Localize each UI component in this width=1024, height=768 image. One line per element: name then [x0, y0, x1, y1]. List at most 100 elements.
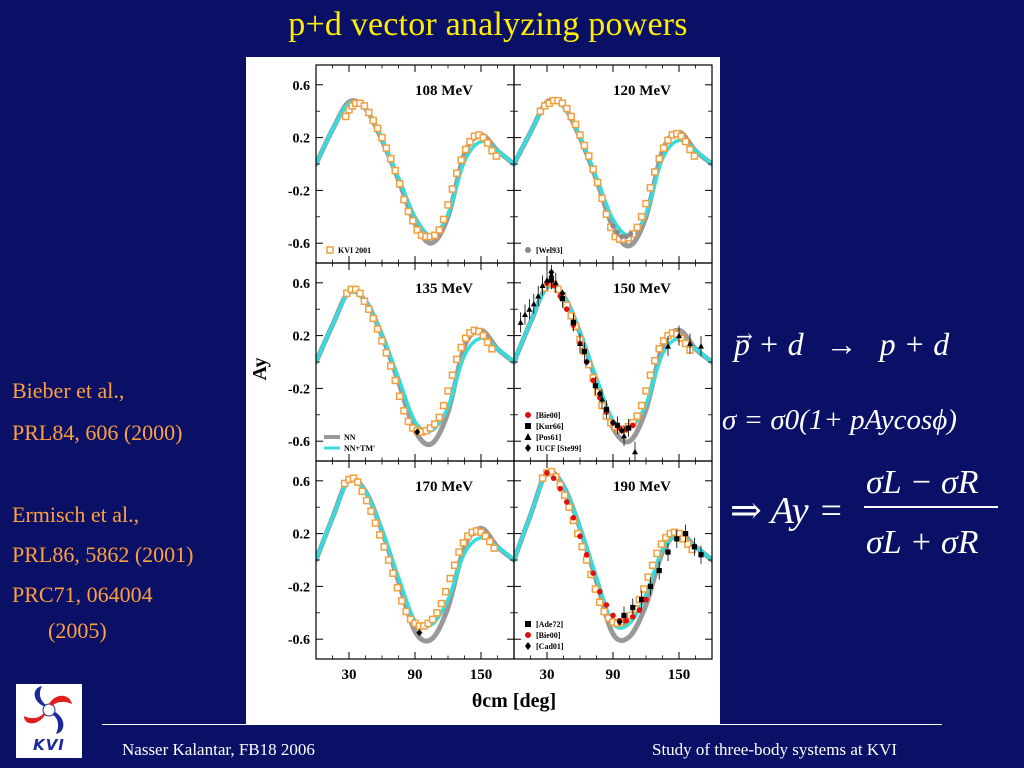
kvi-logo: KVI [16, 684, 82, 758]
kvi-data-point [477, 528, 485, 537]
pos61-data-point [517, 319, 524, 325]
analyzing-power-chart: 0.6 0.2 -0.2 -0.6 108 MeV KVI 2001 120 MeV [Wel… [249, 64, 713, 712]
diamond-data-point [570, 318, 577, 326]
kvi-data-point [461, 145, 470, 154]
y-tick-label: 0.6 [293, 79, 311, 94]
kvi-data-point [459, 539, 468, 547]
kvi-data-point [406, 615, 415, 624]
kvi-data-point [541, 284, 549, 292]
kvi-data-point [444, 387, 452, 395]
kvi-data-point [686, 145, 694, 154]
panel-energy-label: 150 MeV [613, 281, 671, 297]
x-tick-label: 150 [668, 667, 691, 683]
kvi-data-point [642, 199, 650, 208]
pos61-data-point [535, 293, 542, 299]
reaction-equation: p + d → p + d [734, 326, 949, 363]
kvi-data-point [404, 417, 413, 426]
kvi-data-point [431, 231, 439, 240]
kvi-data-point [455, 548, 463, 556]
kvi-data-point [391, 376, 399, 385]
x-tick-label: 90 [408, 667, 423, 683]
slide-title: p+d vector analyzing powers [288, 6, 688, 43]
kvi-data-point [578, 543, 586, 551]
bie00-data-point [597, 588, 603, 595]
pos61-data-point [530, 300, 537, 307]
legend-label: NN [344, 433, 356, 442]
bie00-data-point [544, 470, 550, 476]
kvi-data-point [600, 607, 608, 616]
kvi-data-point [633, 223, 641, 232]
square-data-point [603, 406, 609, 413]
square-data-point [625, 425, 631, 431]
kvi-data-point [677, 132, 685, 141]
kvi-data-point [483, 338, 492, 346]
pos61-data-point [526, 306, 533, 312]
kvi-data-point [567, 312, 575, 320]
panel-energy-label: 108 MeV [415, 83, 473, 99]
kvi-data-point [365, 305, 373, 313]
kvi-data-point [604, 614, 613, 622]
legend-marker [326, 246, 334, 254]
kvi-data-point [657, 540, 666, 548]
kvi-data-point [653, 549, 661, 558]
square-data-point [698, 552, 704, 558]
legend-label: NN+TM' [344, 444, 375, 453]
bie00-data-point [570, 514, 577, 521]
kvi-data-point [391, 166, 399, 175]
square-data-point [559, 296, 565, 302]
legend-marker [525, 632, 531, 638]
pos61-data-point [522, 311, 528, 317]
legend-label: [Cad01] [536, 642, 564, 651]
kvi-data-point [444, 201, 452, 209]
kvi-data-point [602, 210, 611, 218]
kvi-data-point [382, 349, 391, 357]
kvi-data-point [387, 362, 395, 370]
reference-bieber-journal: PRL84, 606 (2000) [12, 420, 183, 445]
y-tick-label: -0.6 [288, 633, 310, 648]
diamond-data-point [618, 427, 625, 435]
kvi-data-point [585, 152, 593, 160]
kvi-data-point [446, 574, 454, 583]
kvi-data-point [437, 599, 446, 608]
kvi-data-point [637, 213, 646, 221]
kvi-data-point [362, 496, 371, 505]
reference-ermisch-journal-1: PRL86, 5862 (2001) [12, 542, 194, 567]
square-data-point [665, 549, 671, 555]
wel93-data-point [610, 223, 616, 229]
legend-label: [Kur66] [536, 422, 564, 431]
x-axis-label: θcm [deg] [472, 690, 556, 712]
vector-arrow-icon: → [736, 324, 753, 348]
kvi-data-point [466, 137, 474, 146]
bie00-data-point [590, 570, 596, 576]
kvi-data-point [367, 507, 375, 515]
kvi-data-point [637, 401, 646, 410]
reaction-rhs: p + d [879, 326, 950, 362]
kvi-data-point [424, 619, 432, 628]
kvi-data-point [373, 124, 382, 133]
ay-denominator: σL + σR [866, 524, 979, 561]
legend-label: [Bie00] [536, 631, 561, 640]
pos61-data-point [552, 279, 559, 286]
kvi-data-point [651, 168, 659, 176]
kvi-data-point [398, 597, 406, 605]
kvi-data-point [596, 598, 604, 606]
legend-marker [524, 433, 532, 440]
square-data-point [674, 536, 680, 542]
kvi-data-point [384, 556, 393, 564]
y-tick-label: -0.6 [288, 435, 310, 450]
kvi-data-point [633, 412, 641, 420]
kvi-data-point [483, 139, 492, 147]
kvi-data-point [400, 195, 408, 204]
y-tick-label: 0.2 [293, 528, 311, 543]
panel-energy-label: 120 MeV [613, 83, 671, 99]
reference-ermisch-year: (2005) [48, 618, 107, 643]
x-tick-label: 30 [540, 667, 555, 683]
bie00-data-point [636, 607, 643, 613]
square-data-point [639, 597, 645, 603]
legend-label: [Ade72] [536, 620, 563, 629]
kvi-data-point [387, 154, 395, 163]
kvi-data-point [378, 133, 386, 142]
bie00-data-point [610, 612, 616, 619]
wel93-data-point [614, 230, 620, 236]
kvi-data-point [690, 152, 699, 160]
